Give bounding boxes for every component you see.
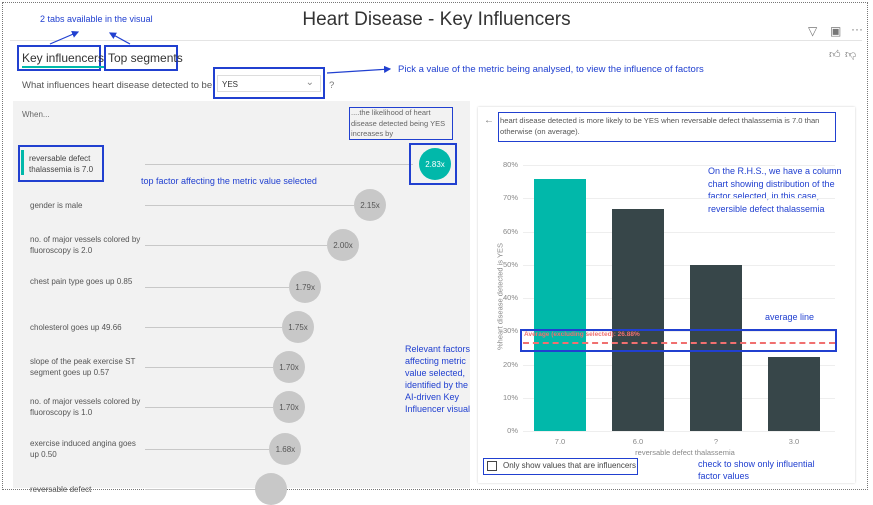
metric-value-dropdown[interactable]: YES ⌄ [217, 75, 321, 92]
tab-top-segments[interactable]: Top segments [108, 51, 183, 65]
dropdown-annotation-box [213, 67, 325, 99]
gridline [523, 231, 835, 233]
likelihood-label: ....the likelihood of heart disease dete… [351, 108, 446, 138]
average-annotation-box [520, 329, 837, 352]
thumbs-down-icon[interactable]: 👎︎ [845, 49, 857, 61]
factor-bubble[interactable]: 1.70x [273, 351, 305, 383]
focus-mode-icon[interactable]: ▣ [830, 24, 842, 38]
x-tick-label: 7.0 [554, 437, 566, 446]
gridline [523, 298, 835, 299]
influencers-panel [13, 101, 470, 488]
x-tick-label: ? [713, 437, 719, 446]
top-factor-box [18, 145, 104, 182]
factor-label[interactable]: reversable defect [30, 485, 92, 494]
gridline [523, 397, 835, 399]
factor-line [145, 245, 327, 246]
checkbox-label: Only show values that are influencers [503, 461, 636, 470]
top-factor-value-box [409, 143, 457, 185]
top-factor-bubble[interactable]: 2.83x [419, 148, 451, 180]
x-axis-title: reversable defect thalassemia [635, 448, 735, 457]
thumbs-up-icon[interactable]: 👍︎ [829, 49, 841, 61]
gridline [523, 198, 835, 200]
annotation-check: check to show only influential factor va… [698, 459, 815, 481]
factor-line [145, 327, 282, 328]
question-suffix: ? [329, 80, 335, 91]
factor-bubble[interactable]: 1.68x [269, 433, 302, 465]
factor-label[interactable]: slope of the peak exercise ST segment go… [30, 357, 136, 377]
factor-label[interactable]: no. of major vessels colored by fluorosc… [30, 235, 141, 255]
annotation-tabs: 2 tabs available in the visual [40, 14, 153, 24]
factor-line [145, 449, 270, 450]
y-tick-label: 30% [502, 326, 518, 336]
top-factor-label[interactable]: reversable defect thalassemia is 7.0 [29, 154, 94, 174]
factor-line [145, 367, 273, 368]
gridline [523, 165, 835, 166]
y-tick-label: 20% [502, 359, 518, 369]
y-tick-label: 40% [502, 293, 518, 302]
tab-label: Key influencers [22, 51, 105, 68]
factor-line [145, 407, 273, 408]
tab-top-segments-box [104, 45, 178, 71]
annotation-avg: average line [765, 312, 815, 322]
annotation-pick: Pick a value of the metric being analyse… [398, 64, 704, 75]
more-options-icon[interactable]: ··· [851, 22, 863, 36]
factor-bubble[interactable]: 1.79x [289, 271, 322, 303]
y-tick-label: 70% [502, 193, 518, 203]
y-tick-label: 0% [507, 426, 518, 435]
factor-bubble[interactable]: 2.15x [354, 189, 386, 221]
question-prefix: What influences heart disease detected t… [22, 80, 213, 91]
influencers-only-checkbox[interactable] [487, 461, 497, 471]
factor-bubble[interactable]: 2.00x [327, 229, 359, 261]
average-line [523, 341, 835, 344]
dropdown-value: YES [222, 80, 239, 89]
factor-label[interactable]: no. of major vessels colored by fluorosc… [30, 397, 141, 417]
visual-frame [2, 2, 868, 490]
factor-label[interactable]: gender is male [30, 201, 83, 210]
factor-label[interactable]: cholesterol goes up 49.66 [30, 323, 122, 332]
back-arrow-icon[interactable]: ← [484, 115, 494, 126]
page-title: Heart Disease - Key Influencers [302, 9, 571, 30]
factor-bubble[interactable] [255, 473, 287, 505]
top-factor-line [145, 164, 413, 165]
factor-label[interactable]: chest pain type goes up 0.85 [30, 277, 133, 286]
factor-line [145, 205, 354, 206]
bar-3.0[interactable] [768, 356, 820, 431]
key-influencers-visual [10, 40, 862, 488]
likelihood-box [349, 107, 453, 140]
chevron-down-icon: ⌄ [305, 77, 314, 88]
y-tick-label: 50% [502, 259, 518, 269]
x-tick-label: 6.0 [632, 437, 644, 446]
filter-icon[interactable]: ▽ [808, 24, 818, 38]
description-text: heart disease detected is more likely to… [500, 116, 820, 136]
gridline [523, 331, 835, 333]
tab-key-influencers[interactable]: Key influencers [19, 46, 107, 70]
when-label: When... [22, 110, 50, 119]
y-tick-label: 10% [502, 392, 518, 402]
bar-?[interactable] [690, 264, 742, 431]
tab-key-influencers-box [17, 45, 101, 71]
bar-7.0[interactable] [534, 178, 586, 431]
bar-6.0[interactable] [612, 209, 664, 431]
y-tick-label: 80% [502, 160, 518, 169]
description-box [498, 112, 836, 142]
selected-indicator [21, 150, 24, 175]
factor-line [145, 489, 255, 490]
annotation-top: top factor affecting the metric value se… [141, 176, 317, 186]
factor-bubble[interactable]: 1.75x [282, 311, 314, 343]
annotation-relevant: Relevant factors affecting metric value … [405, 344, 471, 414]
annotation-rhs: On the R.H.S., we have a column chart sh… [708, 166, 842, 214]
y-tick-label: 60% [502, 226, 518, 236]
gridline [523, 264, 835, 266]
average-label: Average (excluding selected): 26.88% [524, 330, 640, 338]
gridline [523, 364, 835, 366]
x-tick-label: 3.0 [788, 437, 800, 446]
checkbox-box [483, 458, 638, 475]
factor-bubble[interactable]: 1.70x [273, 391, 305, 423]
y-axis-title: %heart disease detected is YES [495, 243, 505, 351]
gridline [523, 431, 835, 432]
factor-label[interactable]: exercise induced angina goes up 0.50 [30, 439, 136, 459]
factor-line [145, 287, 290, 288]
